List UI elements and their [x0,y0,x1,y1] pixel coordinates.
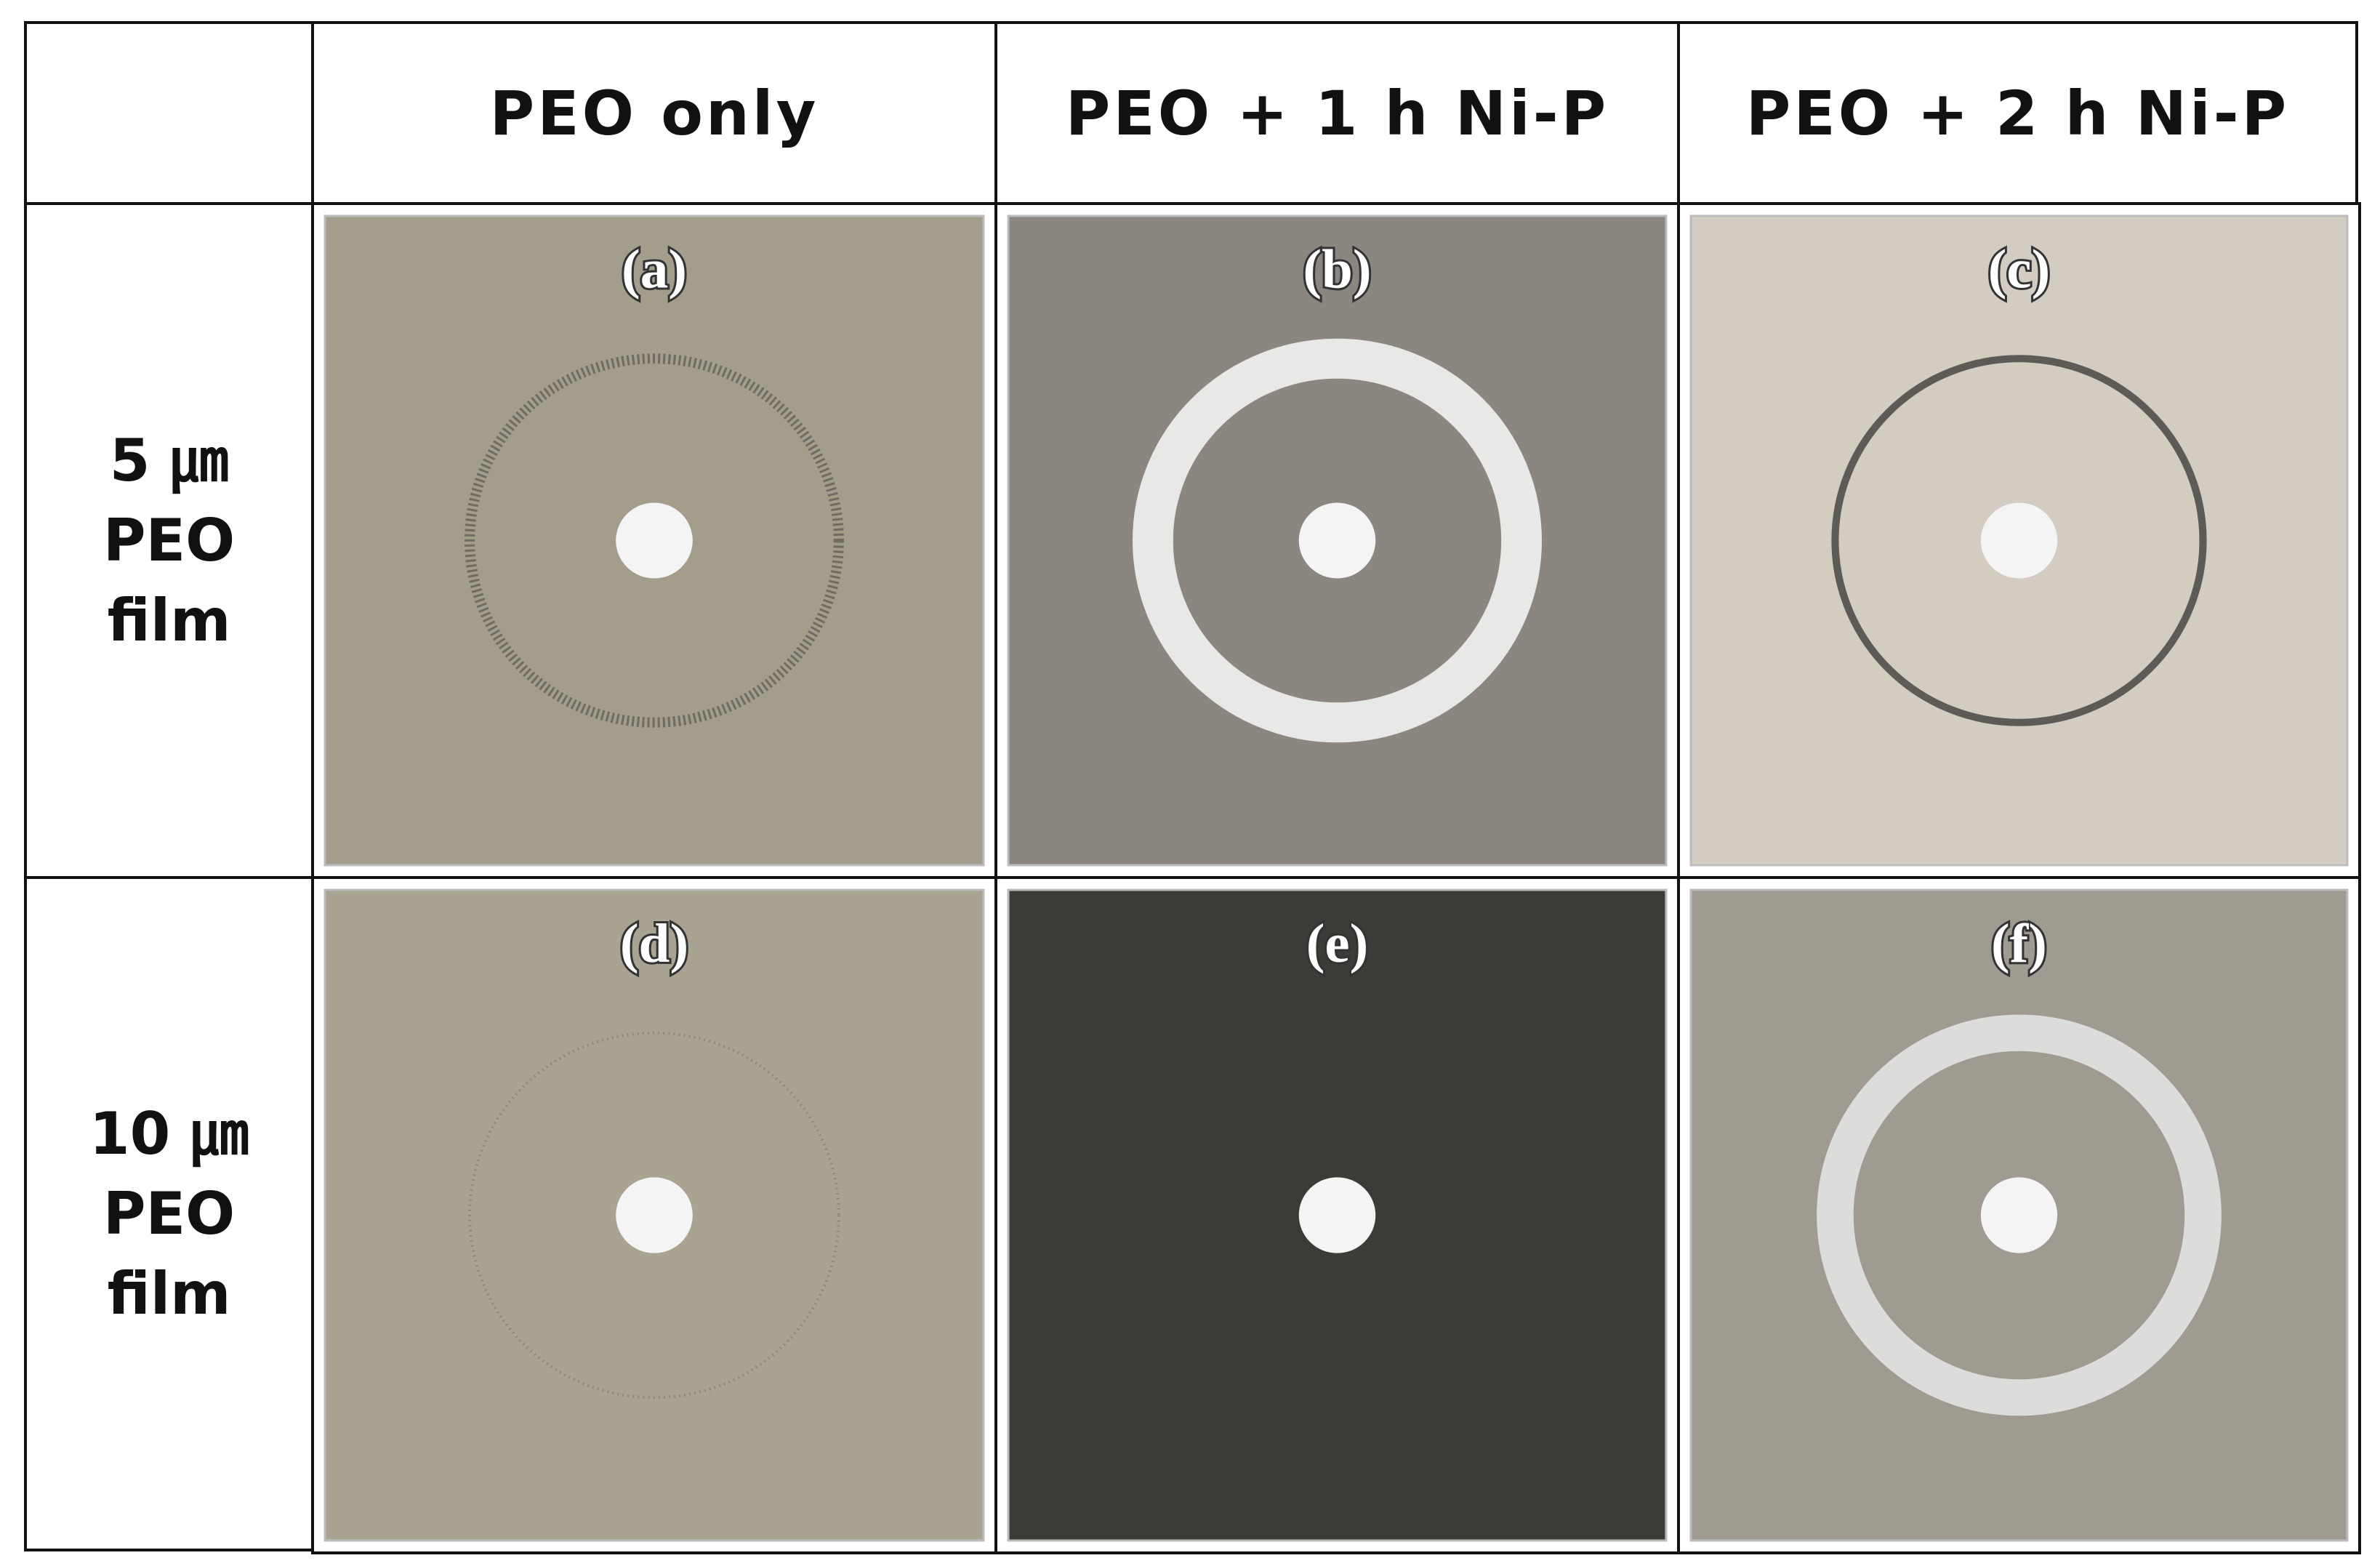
row-label-line: PEO [102,506,236,574]
sample-photo: (c) [1689,214,2349,867]
panel-label: (a) [622,238,687,300]
sample-photo: (e) [1007,888,1668,1542]
corner-cell [24,21,314,205]
sample-photo: (b) [1007,214,1668,867]
center-hole [1298,502,1376,579]
photo-cell: (a) [311,202,997,879]
row-label-line: film [107,586,231,654]
row-label-line: 5 ㎛ [109,426,229,494]
column-header: PEO + 1 h Ni-P [994,21,1680,205]
panel-label: (d) [620,912,688,973]
column-header: PEO only [311,21,997,205]
scratch-ring [1132,338,1543,743]
row-label-line: 10 ㎛ [89,1099,249,1168]
photo-cell: (e) [994,876,1680,1554]
sample-photo: (f) [1689,888,2349,1542]
center-hole [616,502,693,579]
panel-label: (b) [1303,238,1371,300]
sample-photo: (a) [323,214,985,867]
row-label: 10 ㎛ PEO film [24,876,314,1551]
row-label-line: PEO [102,1179,236,1248]
photo-cell: (b) [994,202,1680,879]
center-hole [1980,1177,2058,1253]
center-hole [1980,502,2058,579]
center-hole [1298,1177,1376,1253]
scratch-ring [1817,1014,2222,1416]
row-label-line: film [107,1259,231,1328]
scratch-ring [1831,355,2207,726]
scratch-ring [465,353,844,728]
row-label: 5 ㎛ PEO film [24,202,314,879]
center-hole [616,1177,693,1253]
panel-label: (f) [1991,912,2047,974]
photo-cell: (f) [1677,876,2361,1554]
photo-cell: (c) [1677,202,2361,879]
scratch-ring [468,1031,840,1400]
panel-label: (e) [1306,912,1369,974]
panel-label: (c) [1988,238,2050,300]
column-header: PEO + 2 h Ni-P [1677,21,2358,205]
photo-cell: (d) [311,876,997,1554]
sample-photo: (d) [323,888,985,1542]
